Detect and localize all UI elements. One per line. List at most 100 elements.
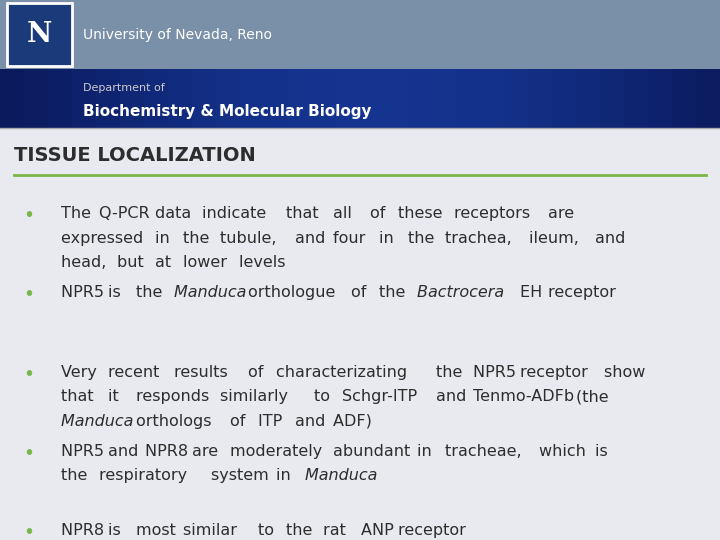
FancyBboxPatch shape	[696, 69, 720, 128]
Text: •: •	[23, 444, 35, 463]
Text: of: of	[351, 285, 372, 300]
FancyBboxPatch shape	[456, 69, 480, 128]
Text: •: •	[23, 523, 35, 540]
Text: it: it	[108, 389, 124, 404]
FancyBboxPatch shape	[336, 69, 360, 128]
Text: orthologue: orthologue	[248, 285, 341, 300]
Text: similarly: similarly	[220, 389, 294, 404]
FancyBboxPatch shape	[504, 69, 528, 128]
Text: and: and	[295, 231, 330, 246]
Text: respiratory: respiratory	[99, 469, 192, 483]
FancyBboxPatch shape	[624, 69, 648, 128]
FancyBboxPatch shape	[96, 69, 120, 128]
FancyBboxPatch shape	[480, 69, 504, 128]
Text: and: and	[108, 444, 143, 459]
Text: NPR8: NPR8	[145, 444, 194, 459]
Text: are: are	[548, 206, 579, 221]
Text: receptor: receptor	[520, 364, 593, 380]
Text: receptor: receptor	[398, 523, 471, 538]
Text: the: the	[183, 231, 215, 246]
Text: but: but	[117, 255, 149, 270]
Text: that: that	[286, 206, 323, 221]
Text: system: system	[211, 469, 274, 483]
Text: N: N	[27, 21, 53, 48]
Text: Very: Very	[61, 364, 102, 380]
Text: are: are	[192, 444, 223, 459]
Text: and: and	[595, 231, 630, 246]
Text: Manduca: Manduca	[174, 285, 251, 300]
Text: Schgr-ITP: Schgr-ITP	[342, 389, 422, 404]
Text: ITP: ITP	[258, 414, 287, 429]
FancyBboxPatch shape	[312, 69, 336, 128]
FancyBboxPatch shape	[72, 69, 96, 128]
Text: levels: levels	[239, 255, 291, 270]
FancyBboxPatch shape	[0, 69, 720, 128]
Text: NPR5: NPR5	[61, 444, 109, 459]
Text: Department of: Department of	[83, 83, 165, 93]
Text: in: in	[276, 469, 297, 483]
FancyBboxPatch shape	[432, 69, 456, 128]
FancyBboxPatch shape	[0, 69, 24, 128]
Text: expressed: expressed	[61, 231, 148, 246]
Text: tracheae,: tracheae,	[445, 444, 527, 459]
Text: NPR5: NPR5	[61, 285, 109, 300]
FancyBboxPatch shape	[240, 69, 264, 128]
Text: Manduca: Manduca	[61, 414, 139, 429]
Text: recent: recent	[108, 364, 164, 380]
Text: is: is	[108, 285, 126, 300]
FancyBboxPatch shape	[7, 3, 72, 66]
Text: lower: lower	[183, 255, 232, 270]
Text: receptors: receptors	[454, 206, 536, 221]
Text: data: data	[155, 206, 196, 221]
Text: is: is	[108, 523, 126, 538]
Text: Bactrocera: Bactrocera	[417, 285, 509, 300]
Text: to: to	[258, 523, 279, 538]
FancyBboxPatch shape	[672, 69, 696, 128]
FancyBboxPatch shape	[600, 69, 624, 128]
Text: that: that	[61, 389, 99, 404]
FancyBboxPatch shape	[408, 69, 432, 128]
Text: the: the	[61, 469, 93, 483]
Text: in: in	[417, 444, 437, 459]
Text: of: of	[230, 414, 250, 429]
Text: abundant: abundant	[333, 444, 415, 459]
FancyBboxPatch shape	[144, 69, 168, 128]
Text: TISSUE LOCALIZATION: TISSUE LOCALIZATION	[14, 146, 256, 165]
Text: •: •	[23, 285, 35, 305]
Text: •: •	[23, 364, 35, 383]
FancyBboxPatch shape	[192, 69, 216, 128]
Text: the: the	[408, 231, 439, 246]
Text: Tenmo-ADFb: Tenmo-ADFb	[473, 389, 580, 404]
Text: most: most	[136, 523, 181, 538]
Text: the: the	[379, 285, 411, 300]
Text: all: all	[333, 206, 356, 221]
FancyBboxPatch shape	[552, 69, 576, 128]
Text: of: of	[248, 364, 269, 380]
FancyBboxPatch shape	[120, 69, 144, 128]
Text: EH: EH	[520, 285, 547, 300]
FancyBboxPatch shape	[288, 69, 312, 128]
Text: which: which	[539, 444, 590, 459]
Text: the: the	[286, 523, 318, 538]
Text: •: •	[23, 206, 35, 225]
Text: ANP: ANP	[361, 523, 399, 538]
Text: to: to	[314, 389, 335, 404]
Text: trachea,: trachea,	[445, 231, 517, 246]
Text: the: the	[436, 364, 467, 380]
FancyBboxPatch shape	[360, 69, 384, 128]
Text: head,: head,	[61, 255, 112, 270]
Text: of: of	[370, 206, 390, 221]
Text: NPR5: NPR5	[473, 364, 521, 380]
Text: University of Nevada, Reno: University of Nevada, Reno	[83, 28, 272, 42]
Text: (the: (the	[576, 389, 613, 404]
FancyBboxPatch shape	[528, 69, 552, 128]
Text: tubule,: tubule,	[220, 231, 282, 246]
Text: NPR8: NPR8	[61, 523, 109, 538]
Text: these: these	[398, 206, 448, 221]
Text: and: and	[295, 414, 330, 429]
Text: the: the	[136, 285, 168, 300]
Text: results: results	[174, 364, 233, 380]
Text: ileum,: ileum,	[529, 231, 584, 246]
Text: in: in	[155, 231, 175, 246]
FancyBboxPatch shape	[648, 69, 672, 128]
